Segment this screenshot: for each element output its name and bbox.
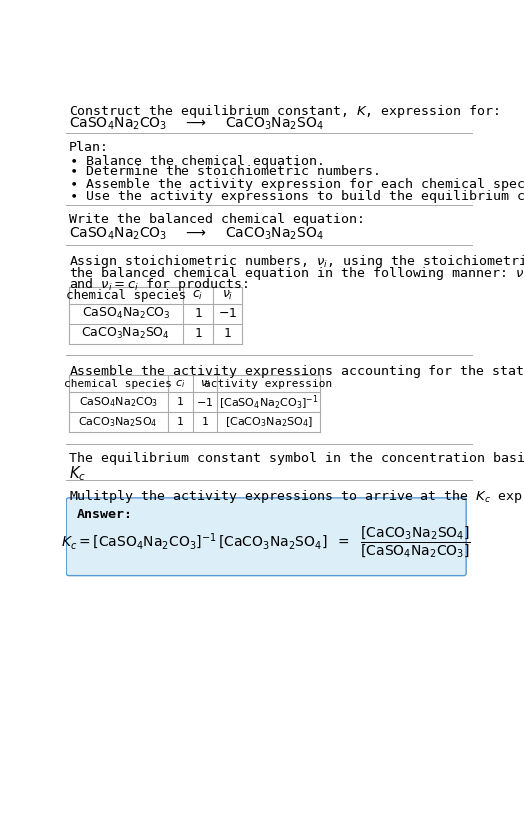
Text: $\bullet$ Assemble the activity expression for each chemical species.: $\bullet$ Assemble the activity expressi… <box>69 176 524 193</box>
Text: 1: 1 <box>194 308 202 320</box>
Text: $[\mathrm{CaCO_3Na_2SO_4}]$: $[\mathrm{CaCO_3Na_2SO_4}]$ <box>225 416 312 429</box>
Text: $\mathrm{CaCO_3Na_2SO_4}$: $\mathrm{CaCO_3Na_2SO_4}$ <box>79 416 158 429</box>
Text: $\mathrm{CaSO_4Na_2CO_3}$  $\longrightarrow$  $\mathrm{CaCO_3Na_2SO_4}$: $\mathrm{CaSO_4Na_2CO_3}$ $\longrightarr… <box>69 116 323 132</box>
Text: $\bullet$ Balance the chemical equation.: $\bullet$ Balance the chemical equation. <box>69 153 323 170</box>
Text: and $\nu_i = c_i$ for products:: and $\nu_i = c_i$ for products: <box>69 276 248 293</box>
Text: Mulitply the activity expressions to arrive at the $K_c$ expression:: Mulitply the activity expressions to arr… <box>69 488 524 505</box>
FancyBboxPatch shape <box>66 497 466 576</box>
Text: $\bullet$ Determine the stoichiometric numbers.: $\bullet$ Determine the stoichiometric n… <box>69 164 379 178</box>
Text: $-1$: $-1$ <box>218 308 237 320</box>
Text: The equilibrium constant symbol in the concentration basis is:: The equilibrium constant symbol in the c… <box>69 451 524 464</box>
Text: Write the balanced chemical equation:: Write the balanced chemical equation: <box>69 213 365 226</box>
Text: the balanced chemical equation in the following manner: $\nu_i = -c_i$ for react: the balanced chemical equation in the fo… <box>69 265 524 281</box>
Text: $\bullet$ Use the activity expressions to build the equilibrium constant express: $\bullet$ Use the activity expressions t… <box>69 187 524 205</box>
Text: $\nu_i$: $\nu_i$ <box>222 289 233 302</box>
Text: $\nu_i$: $\nu_i$ <box>200 378 210 389</box>
Text: Construct the equilibrium constant, $K$, expression for:: Construct the equilibrium constant, $K$,… <box>69 103 499 120</box>
Text: $\mathrm{CaSO_4Na_2CO_3}$  $\longrightarrow$  $\mathrm{CaCO_3Na_2SO_4}$: $\mathrm{CaSO_4Na_2CO_3}$ $\longrightarr… <box>69 226 323 243</box>
Text: $-1$: $-1$ <box>196 396 214 408</box>
Text: 1: 1 <box>194 328 202 341</box>
Text: $[\mathrm{CaSO_4Na_2CO_3}]^{-1}$: $[\mathrm{CaSO_4Na_2CO_3}]^{-1}$ <box>219 394 319 412</box>
Text: $c_i$: $c_i$ <box>175 378 185 389</box>
Text: 1: 1 <box>177 417 183 427</box>
Text: Plan:: Plan: <box>69 140 108 153</box>
Text: chemical species: chemical species <box>66 289 186 302</box>
Text: 1: 1 <box>224 328 231 341</box>
Text: chemical species: chemical species <box>64 379 172 389</box>
Text: $\mathrm{CaCO_3Na_2SO_4}$: $\mathrm{CaCO_3Na_2SO_4}$ <box>82 327 170 342</box>
Text: 1: 1 <box>202 417 209 427</box>
Text: 1: 1 <box>177 398 183 408</box>
Text: Assign stoichiometric numbers, $\nu_i$, using the stoichiometric coefficients, $: Assign stoichiometric numbers, $\nu_i$, … <box>69 253 524 270</box>
Text: $\mathrm{CaSO_4Na_2CO_3}$: $\mathrm{CaSO_4Na_2CO_3}$ <box>79 395 158 409</box>
Text: $K_c = [\mathrm{CaSO_4Na_2CO_3}]^{-1}\,[\mathrm{CaCO_3Na_2SO_4}]$ $=$ $\dfrac{[\: $K_c = [\mathrm{CaSO_4Na_2CO_3}]^{-1}\,[… <box>61 525 471 560</box>
Text: $K_c$: $K_c$ <box>69 464 86 483</box>
Text: Assemble the activity expressions accounting for the state of matter and $\nu_i$: Assemble the activity expressions accoun… <box>69 363 524 380</box>
Text: $\mathrm{CaSO_4Na_2CO_3}$: $\mathrm{CaSO_4Na_2CO_3}$ <box>82 306 170 322</box>
Text: activity expression: activity expression <box>204 379 333 389</box>
Text: $c_i$: $c_i$ <box>192 289 204 302</box>
Text: Answer:: Answer: <box>77 508 133 521</box>
